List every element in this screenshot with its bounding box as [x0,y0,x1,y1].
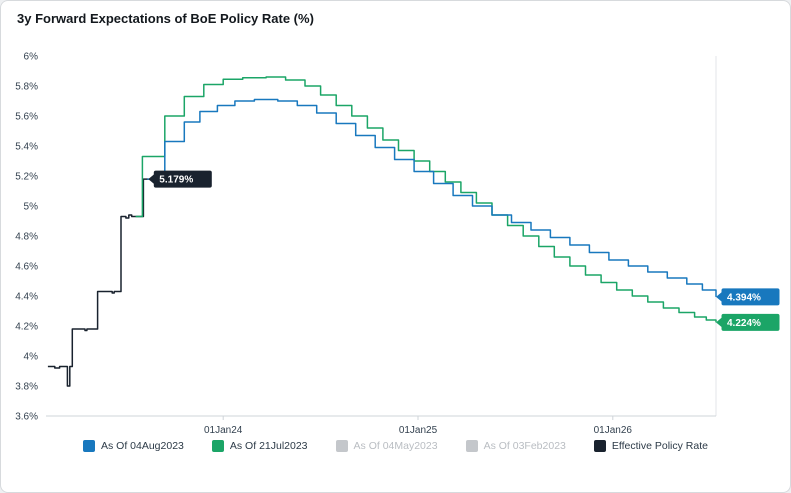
svg-text:5.4%: 5.4% [15,142,38,153]
svg-text:4.8%: 4.8% [15,232,38,243]
legend-label: As Of 04May2023 [353,440,438,452]
svg-text:4.2%: 4.2% [15,322,38,333]
legend-swatch-icon [211,440,224,452]
chart-title: 3y Forward Expectations of BoE Policy Ra… [17,11,314,26]
legend-item[interactable]: Effective Policy Rate [593,440,708,452]
svg-text:4.4%: 4.4% [15,292,38,303]
legend-swatch-icon [465,440,478,452]
legend-label: As Of 03Feb2023 [483,440,566,452]
legend-label: As Of 21Jul2023 [229,440,308,452]
legend-item[interactable]: As Of 04May2023 [335,440,438,452]
svg-text:4%: 4% [24,352,39,363]
svg-text:3.6%: 3.6% [15,412,38,423]
svg-text:5%: 5% [24,202,39,213]
legend: As Of 04Aug2023 As Of 21Jul2023 As Of 04Ma… [1,440,790,452]
svg-text:5.179%: 5.179% [159,175,193,186]
legend-item[interactable]: As Of 03Feb2023 [465,440,566,452]
svg-text:3.8%: 3.8% [15,382,38,393]
legend-swatch-icon [593,440,606,452]
svg-text:4.394%: 4.394% [727,292,761,303]
legend-swatch-icon [82,440,95,452]
svg-text:5.2%: 5.2% [15,172,38,183]
svg-text:01Jan24: 01Jan24 [204,425,243,436]
svg-text:5.8%: 5.8% [15,82,38,93]
svg-text:4.224%: 4.224% [727,318,761,329]
svg-text:5.6%: 5.6% [15,112,38,123]
svg-text:6%: 6% [24,52,39,63]
svg-text:4.6%: 4.6% [15,262,38,273]
legend-item[interactable]: As Of 04Aug2023 [82,440,184,452]
legend-label: Effective Policy Rate [611,440,708,452]
svg-text:01Jan25: 01Jan25 [399,425,438,436]
legend-item[interactable]: As Of 21Jul2023 [211,440,308,452]
legend-label: As Of 04Aug2023 [100,440,184,452]
svg-text:01Jan26: 01Jan26 [594,425,633,436]
legend-swatch-icon [335,440,348,452]
